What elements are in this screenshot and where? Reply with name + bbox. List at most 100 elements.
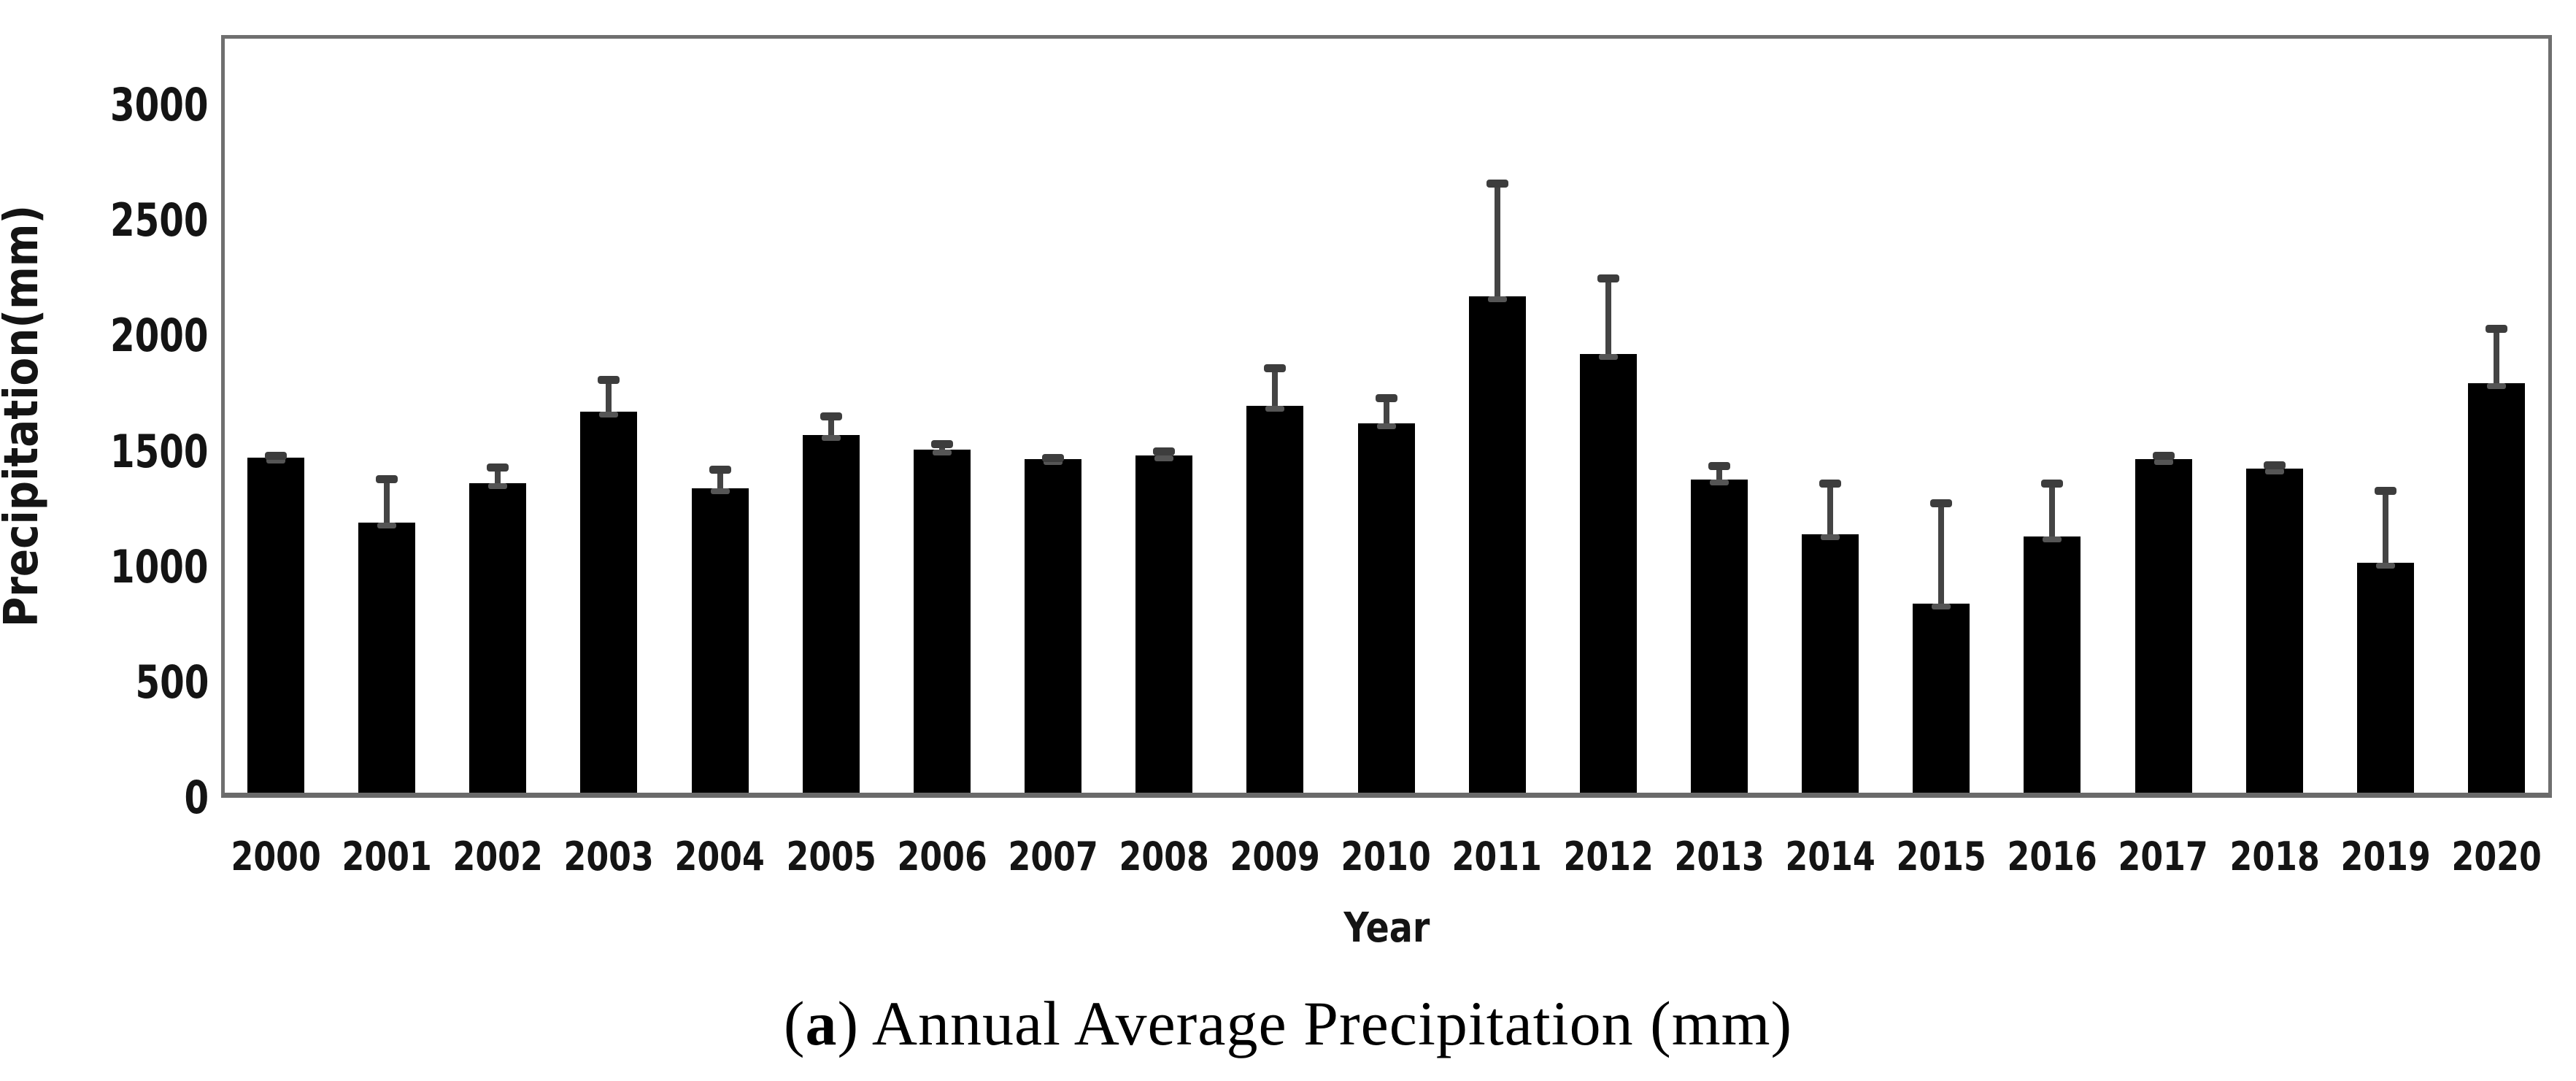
error-bar-stem-2012 xyxy=(1605,275,1611,357)
bar-2018 xyxy=(2245,468,2303,793)
y-tick-3000: 3000 xyxy=(110,78,209,132)
y-tick-2000: 2000 xyxy=(110,309,209,363)
y-tick-500: 500 xyxy=(135,655,209,709)
x-tick-2004: 2004 xyxy=(674,834,766,880)
x-tick-2010: 2010 xyxy=(1341,834,1432,880)
error-bar-stem-2003 xyxy=(606,377,612,415)
y-tick-0: 0 xyxy=(184,771,209,824)
bar-2003 xyxy=(580,412,638,793)
error-bar-foot-2015 xyxy=(1932,603,1951,609)
error-bar-foot-2002 xyxy=(488,483,508,490)
x-tick-2002: 2002 xyxy=(452,834,543,880)
x-axis-title-text: Year xyxy=(1343,904,1430,952)
x-tick-2000: 2000 xyxy=(231,834,321,880)
bar-2014 xyxy=(1802,534,1859,793)
bar-2017 xyxy=(2135,458,2192,793)
bar-2020 xyxy=(2468,382,2525,793)
error-bar-cap-2017 xyxy=(2152,452,2175,461)
error-bar-foot-2019 xyxy=(2375,563,2395,569)
x-tick-2003: 2003 xyxy=(563,834,655,880)
bar-2016 xyxy=(2024,536,2081,793)
x-axis-title: Year xyxy=(1241,903,1532,954)
error-bar-foot-2014 xyxy=(1821,534,1840,540)
error-bar-cap-2000 xyxy=(265,452,287,461)
error-bar-stem-2019 xyxy=(2382,488,2388,566)
error-bar-cap-2013 xyxy=(1708,462,1730,471)
error-bar-foot-2004 xyxy=(710,488,730,494)
x-tick-2019: 2019 xyxy=(2340,834,2431,880)
error-bar-cap-2010 xyxy=(1375,393,1397,402)
error-bar-stem-2002 xyxy=(495,464,501,486)
error-bar-stem-2001 xyxy=(384,476,390,525)
caption-panel-letter: a xyxy=(805,988,838,1058)
error-bar-cap-2007 xyxy=(1042,454,1065,463)
caption-open-paren: ( xyxy=(783,988,806,1058)
error-bar-foot-2000 xyxy=(266,458,285,464)
error-bar-foot-2020 xyxy=(2487,382,2506,389)
error-bar-foot-2010 xyxy=(1376,423,1396,429)
figure-caption: (a) Annual Average Precipitation (mm) xyxy=(0,987,2576,1060)
bar-2001 xyxy=(358,522,416,793)
error-bar-cap-2019 xyxy=(2374,486,2396,495)
error-bar-stem-2015 xyxy=(1938,500,1945,606)
bar-2007 xyxy=(1025,458,1082,793)
bar-2000 xyxy=(247,458,304,793)
error-bar-cap-2001 xyxy=(376,474,398,483)
error-bar-foot-2018 xyxy=(2264,468,2284,474)
y-tick-2500: 2500 xyxy=(110,193,209,247)
error-bar-foot-2008 xyxy=(1154,455,1174,462)
error-bar-cap-2012 xyxy=(1597,274,1619,282)
error-bar-foot-2011 xyxy=(1487,296,1507,302)
error-bar-stem-2005 xyxy=(828,414,834,437)
x-tick-2013: 2013 xyxy=(1674,834,1765,880)
bar-2009 xyxy=(1246,406,1304,793)
x-tick-2017: 2017 xyxy=(2118,834,2209,880)
x-tick-2005: 2005 xyxy=(786,834,876,880)
error-bar-foot-2017 xyxy=(2153,458,2173,465)
bar-2008 xyxy=(1135,455,1193,793)
error-bar-stem-2004 xyxy=(717,467,723,491)
bar-2019 xyxy=(2356,563,2414,793)
error-bar-foot-2012 xyxy=(1598,354,1618,361)
error-bar-stem-2010 xyxy=(1383,396,1389,426)
error-bar-cap-2014 xyxy=(1819,480,1842,488)
error-bar-foot-2013 xyxy=(1709,480,1729,486)
bar-2005 xyxy=(802,434,860,793)
error-bar-cap-2011 xyxy=(1486,179,1508,188)
error-bar-stem-2014 xyxy=(1827,481,1834,536)
bar-2004 xyxy=(691,488,749,793)
error-bar-cap-2016 xyxy=(2041,480,2064,488)
error-bar-cap-2005 xyxy=(820,412,842,421)
error-bar-cap-2003 xyxy=(598,375,620,384)
error-bar-cap-2020 xyxy=(2486,325,2507,334)
bar-2006 xyxy=(913,450,971,793)
x-tick-2011: 2011 xyxy=(1452,834,1543,880)
x-tick-2007: 2007 xyxy=(1008,834,1098,880)
bar-2011 xyxy=(1468,296,1526,793)
x-tick-2006: 2006 xyxy=(897,834,987,880)
caption-text: ) Annual Average Precipitation (mm) xyxy=(837,988,1793,1058)
error-bar-cap-2015 xyxy=(1930,499,1953,507)
x-tick-2009: 2009 xyxy=(1230,834,1320,880)
bar-2013 xyxy=(1690,480,1748,793)
x-tick-2016: 2016 xyxy=(2007,834,2098,880)
x-tick-2008: 2008 xyxy=(1119,834,1209,880)
bar-2012 xyxy=(1579,354,1637,793)
x-tick-2015: 2015 xyxy=(1896,834,1986,880)
error-bar-stem-2013 xyxy=(1716,463,1722,482)
error-bar-stem-2016 xyxy=(2049,481,2056,539)
bar-2010 xyxy=(1357,423,1415,793)
x-tick-2012: 2012 xyxy=(1563,834,1654,880)
error-bar-foot-2016 xyxy=(2043,536,2062,542)
error-bar-foot-2003 xyxy=(599,412,619,418)
y-tick-1000: 1000 xyxy=(110,539,209,593)
error-bar-cap-2002 xyxy=(487,463,509,472)
x-tick-2020: 2020 xyxy=(2451,834,2542,880)
error-bar-foot-2005 xyxy=(821,434,841,441)
error-bar-stem-2011 xyxy=(1494,180,1500,299)
error-bar-foot-2009 xyxy=(1265,406,1285,412)
plot-area xyxy=(221,35,2552,798)
x-tick-2001: 2001 xyxy=(342,834,432,880)
error-bar-cap-2009 xyxy=(1264,363,1287,372)
